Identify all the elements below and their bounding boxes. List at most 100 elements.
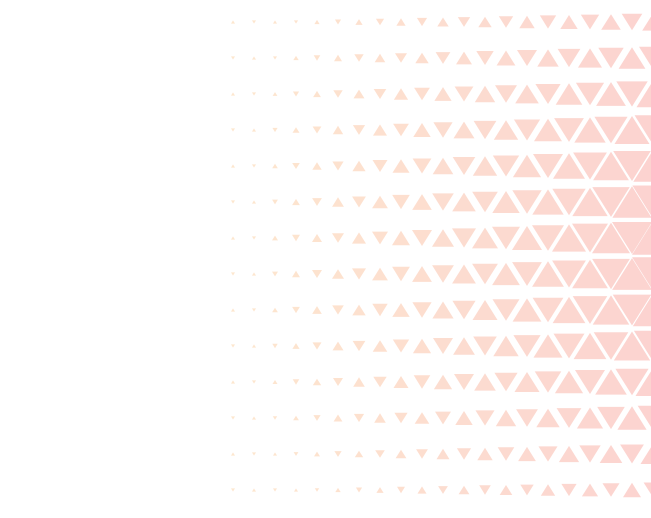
triangle bbox=[292, 234, 300, 242]
triangle bbox=[532, 225, 564, 251]
triangle bbox=[231, 380, 235, 384]
triangle bbox=[272, 92, 278, 96]
triangle bbox=[581, 483, 599, 497]
triangle bbox=[495, 409, 517, 427]
triangle bbox=[395, 449, 407, 459]
triangle bbox=[621, 13, 643, 31]
triangle bbox=[231, 344, 235, 348]
triangle bbox=[639, 46, 651, 66]
triangle bbox=[372, 267, 388, 281]
triangle bbox=[540, 484, 556, 496]
triangle bbox=[332, 125, 344, 135]
triangle bbox=[612, 294, 651, 326]
triangle bbox=[252, 308, 256, 312]
triangle bbox=[620, 444, 644, 464]
triangle bbox=[314, 19, 320, 25]
triangle bbox=[313, 90, 321, 98]
triangle bbox=[432, 265, 454, 283]
triangle bbox=[534, 118, 562, 142]
triangle bbox=[272, 199, 278, 205]
triangle bbox=[613, 151, 651, 181]
triangle bbox=[293, 415, 299, 421]
triangle bbox=[412, 194, 432, 210]
triangle bbox=[273, 488, 277, 492]
triangle bbox=[598, 47, 624, 69]
triangle bbox=[252, 128, 256, 132]
triangle bbox=[252, 416, 256, 420]
triangle bbox=[372, 195, 388, 209]
triangle bbox=[458, 485, 470, 495]
triangle bbox=[293, 55, 299, 61]
triangle bbox=[392, 339, 410, 353]
triangle bbox=[433, 122, 453, 138]
triangle bbox=[492, 262, 520, 286]
triangle bbox=[512, 190, 542, 214]
triangle bbox=[456, 448, 472, 460]
triangle bbox=[272, 307, 278, 313]
triangle bbox=[553, 153, 585, 179]
triangle bbox=[614, 116, 650, 144]
triangle bbox=[592, 295, 630, 325]
triangle bbox=[514, 372, 540, 392]
triangle bbox=[433, 374, 453, 390]
triangle bbox=[252, 344, 256, 348]
triangle bbox=[412, 338, 432, 354]
triangle bbox=[333, 414, 343, 422]
triangle bbox=[373, 124, 387, 136]
triangle bbox=[612, 186, 651, 218]
triangle bbox=[416, 449, 428, 459]
triangle bbox=[612, 222, 651, 254]
triangle bbox=[352, 125, 366, 135]
triangle bbox=[632, 257, 651, 288]
triangle bbox=[612, 258, 651, 290]
triangle bbox=[372, 340, 388, 352]
triangle bbox=[436, 448, 450, 460]
triangle bbox=[312, 234, 322, 242]
triangle bbox=[396, 18, 406, 26]
triangle bbox=[332, 305, 344, 315]
triangle bbox=[633, 330, 651, 359]
triangle-group bbox=[231, 13, 651, 498]
triangle bbox=[495, 85, 517, 103]
triangle bbox=[313, 55, 321, 61]
triangle bbox=[512, 154, 542, 178]
triangle bbox=[452, 228, 476, 248]
triangle bbox=[475, 410, 495, 426]
triangle bbox=[393, 376, 409, 388]
triangle bbox=[456, 51, 472, 65]
triangle bbox=[272, 380, 278, 384]
triangle bbox=[518, 446, 536, 462]
triangle bbox=[623, 482, 641, 498]
triangle bbox=[353, 413, 365, 423]
triangle bbox=[573, 152, 607, 180]
triangle bbox=[412, 158, 432, 174]
triangle bbox=[432, 157, 454, 175]
triangle bbox=[312, 270, 322, 278]
triangle bbox=[415, 52, 429, 64]
triangle bbox=[473, 120, 497, 140]
triangle bbox=[231, 416, 235, 420]
triangle bbox=[613, 331, 651, 361]
triangle bbox=[231, 272, 235, 276]
triangle bbox=[512, 298, 542, 322]
triangle bbox=[334, 54, 342, 62]
triangle bbox=[602, 483, 620, 497]
triangle bbox=[272, 271, 278, 277]
triangle bbox=[494, 372, 518, 392]
triangle bbox=[635, 371, 651, 396]
triangle bbox=[561, 483, 577, 497]
triangle bbox=[413, 375, 431, 389]
triangle bbox=[452, 264, 476, 284]
triangle bbox=[231, 308, 235, 312]
triangle bbox=[433, 338, 453, 354]
triangle bbox=[538, 446, 558, 462]
triangle bbox=[352, 304, 366, 316]
triangle bbox=[312, 126, 322, 134]
triangle bbox=[438, 486, 448, 494]
triangle bbox=[252, 56, 256, 60]
triangle bbox=[376, 487, 384, 493]
triangle bbox=[453, 337, 475, 355]
triangle bbox=[632, 224, 651, 255]
triangle bbox=[252, 272, 256, 276]
